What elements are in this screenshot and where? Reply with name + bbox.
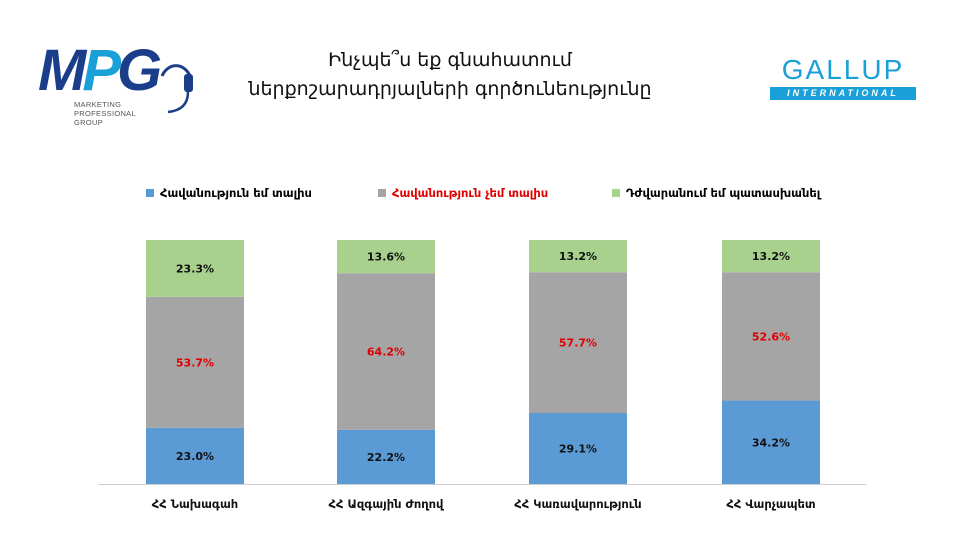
legend-swatch-disapprove bbox=[378, 189, 386, 197]
category-label-3: ՀՀ Վարչապետ bbox=[726, 497, 815, 511]
legend-swatch-hard-to-say bbox=[612, 189, 620, 197]
bar-hard-to-say-1 bbox=[337, 240, 435, 274]
bar-approve-2 bbox=[529, 412, 627, 484]
chart-legend: Հավանություն եմ տալիս Հավանություն չեմ տ… bbox=[0, 186, 960, 206]
bar-disapprove-2 bbox=[529, 272, 627, 413]
data-label-hard-to-say-2: 13.2% bbox=[559, 250, 597, 263]
category-label-0: ՀՀ Նախագահ bbox=[152, 497, 238, 511]
data-label-approve-1: 22.2% bbox=[367, 451, 405, 464]
title-line-2: ներքոշարադրյալների գործունեությունը bbox=[248, 78, 652, 100]
legend-swatch-approve bbox=[146, 189, 154, 197]
legend-item-disapprove: Հավանություն չեմ տալիս bbox=[378, 186, 548, 200]
bar-disapprove-1 bbox=[337, 273, 435, 430]
gallup-logo-tagline: INTERNATIONAL bbox=[770, 87, 916, 100]
legend-label-hard-to-say: Դժվարանում եմ պատասխանել bbox=[626, 186, 821, 200]
data-label-hard-to-say-0: 23.3% bbox=[176, 262, 214, 275]
data-label-hard-to-say-1: 13.6% bbox=[367, 251, 405, 264]
category-label-1: ՀՀ Ազգային Ժողով bbox=[329, 497, 445, 511]
legend-label-disapprove: Հավանություն չեմ տալիս bbox=[392, 186, 549, 200]
data-label-approve-2: 29.1% bbox=[559, 442, 597, 455]
data-label-disapprove-2: 57.7% bbox=[559, 337, 597, 350]
data-label-approve-3: 34.2% bbox=[752, 436, 790, 449]
data-label-disapprove-0: 53.7% bbox=[176, 356, 214, 369]
data-label-disapprove-1: 64.2% bbox=[367, 346, 405, 359]
gallup-logo-word: GALLUP bbox=[781, 54, 905, 85]
legend-item-approve: Հավանություն եմ տալիս bbox=[146, 186, 312, 200]
bar-disapprove-3 bbox=[722, 272, 820, 401]
bar-disapprove-0 bbox=[146, 296, 244, 428]
headset-icon bbox=[160, 64, 193, 114]
gallup-logo: GALLUP INTERNATIONAL bbox=[770, 55, 916, 105]
legend-label-approve: Հավանություն եմ տալիս bbox=[160, 186, 312, 200]
bar-hard-to-say-0 bbox=[146, 240, 244, 297]
bar-approve-1 bbox=[337, 429, 435, 484]
category-label-2: ՀՀ Կառավարություն bbox=[514, 497, 641, 511]
mpg-logo: MPG MARKETING PROFESSIONAL GROUP bbox=[38, 40, 198, 135]
title-line-1: Ինչպե՞ս եք գնահատում bbox=[328, 49, 572, 71]
legend-item-hard-to-say: Դժվարանում եմ պատասխանել bbox=[612, 186, 820, 200]
bar-hard-to-say-2 bbox=[529, 240, 627, 273]
data-label-hard-to-say-3: 13.2% bbox=[752, 250, 790, 263]
data-label-disapprove-3: 52.6% bbox=[752, 330, 790, 343]
mpg-logo-letters: MPG bbox=[38, 38, 162, 103]
mpg-logo-subtitle: MARKETING PROFESSIONAL GROUP bbox=[74, 100, 136, 127]
data-label-approve-0: 23.0% bbox=[176, 450, 214, 463]
bar-approve-0 bbox=[146, 427, 244, 484]
bar-hard-to-say-3 bbox=[722, 240, 820, 273]
bar-approve-3 bbox=[722, 400, 820, 484]
page-title: Ինչպե՞ս եք գնահատում ներքոշարադրյալների … bbox=[200, 46, 700, 104]
